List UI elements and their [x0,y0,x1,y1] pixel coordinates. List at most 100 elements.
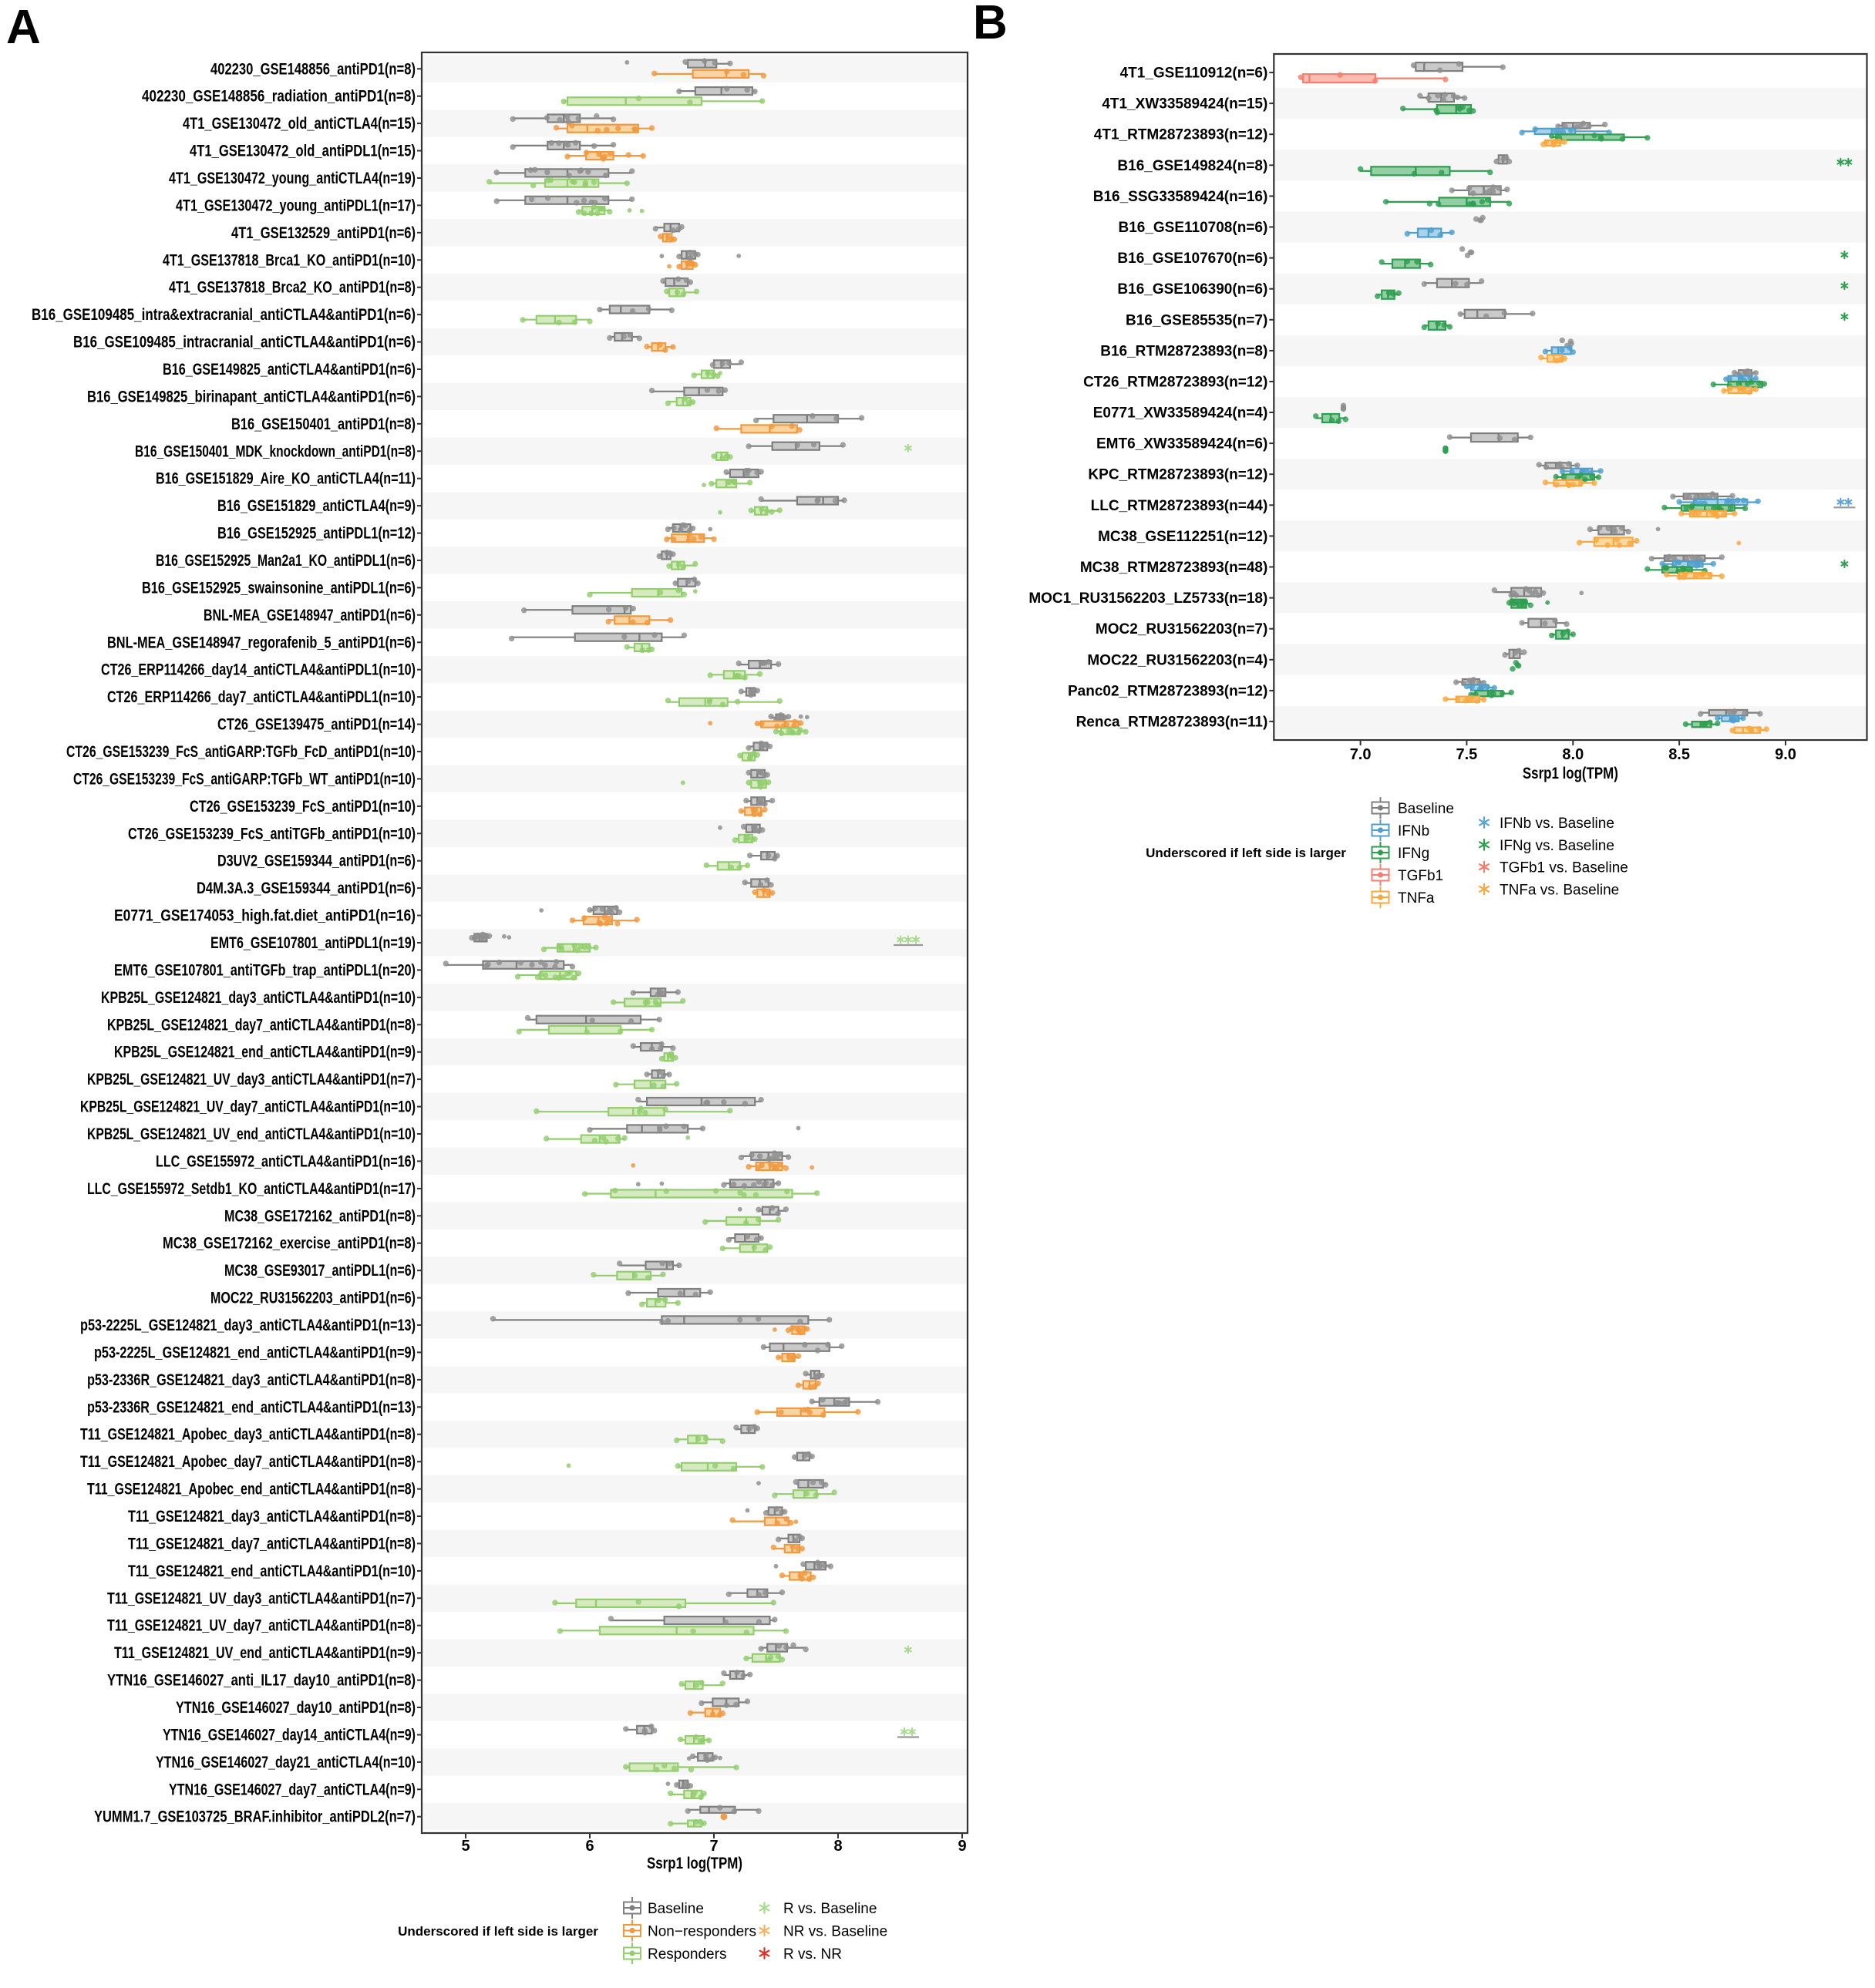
svg-text:LLC_GSE155972_antiCTLA4&antiPD: LLC_GSE155972_antiCTLA4&antiPD1(n=16) [156,1152,416,1170]
svg-text:Non−responders: Non−responders [648,1924,756,1940]
svg-text:MC38_GSE112251(n=12): MC38_GSE112251(n=12) [1098,529,1267,545]
svg-text:4T1_GSE130472_young_antiPDL1(n: 4T1_GSE130472_young_antiPDL1(n=17) [176,197,416,214]
svg-text:CT26_RTM28723893(n=12): CT26_RTM28723893(n=12) [1083,375,1267,391]
svg-text:B16_GSE106390(n=6): B16_GSE106390(n=6) [1117,281,1267,298]
svg-text:MOC22_RU31562203(n=4): MOC22_RU31562203(n=4) [1087,652,1267,668]
svg-text:9.0: 9.0 [1775,746,1796,763]
svg-text:BNL-MEA_GSE148947_antiPD1(n=6): BNL-MEA_GSE148947_antiPD1(n=6) [204,607,416,624]
svg-text:B16_GSE109485_intra&extracrani: B16_GSE109485_intra&extracranial_antiCTL… [32,306,416,324]
svg-text:A: A [6,1,41,54]
svg-text:TNFa vs. Baseline: TNFa vs. Baseline [1500,882,1619,898]
svg-text:CT26_GSE153239_FcS_antiGARP:TG: CT26_GSE153239_FcS_antiGARP:TGFb_FcD_ant… [66,743,416,761]
svg-text:KPB25L_GSE124821_UV_day7_antiC: KPB25L_GSE124821_UV_day7_antiCTLA4&antiP… [80,1098,416,1116]
svg-text:Renca_RTM28723893(n=11): Renca_RTM28723893(n=11) [1076,714,1268,730]
svg-text:MC38_RTM28723893(n=48): MC38_RTM28723893(n=48) [1080,560,1267,576]
svg-text:E0771_GSE174053_high.fat.diet_: E0771_GSE174053_high.fat.diet_antiPD1(n=… [114,907,416,925]
svg-text:D3UV2_GSE159344_antiPD1(n=6): D3UV2_GSE159344_antiPD1(n=6) [217,853,416,870]
svg-text:4T1_GSE110912(n=6): 4T1_GSE110912(n=6) [1120,66,1268,82]
svg-text:IFNb: IFNb [1398,823,1429,839]
svg-text:B16_GSE149825_birinapant_antiC: B16_GSE149825_birinapant_antiCTLA4&antiP… [87,388,416,405]
svg-text:T11_GSE124821_Apobec_day7_anti: T11_GSE124821_Apobec_day7_antiCTLA4&anti… [80,1453,416,1471]
svg-text:Baseline: Baseline [648,1901,704,1917]
svg-text:YTN16_GSE146027_day14_antiCTLA: YTN16_GSE146027_day14_antiCTLA4(n=9) [163,1727,416,1744]
svg-text:T11_GSE124821_UV_day7_antiCTLA: T11_GSE124821_UV_day7_antiCTLA4&antiPD1(… [107,1617,416,1635]
svg-text:KPC_RTM28723893(n=12): KPC_RTM28723893(n=12) [1088,467,1267,483]
svg-text:p53-2225L_GSE124821_day3_antiC: p53-2225L_GSE124821_day3_antiCTLA4&antiP… [80,1317,416,1334]
svg-text:T11_GSE124821_UV_end_antiCTLA4: T11_GSE124821_UV_end_antiCTLA4&antiPD1(n… [114,1644,416,1662]
svg-text:Panc02_RTM28723893(n=12): Panc02_RTM28723893(n=12) [1068,683,1267,699]
svg-text:B16_GSE85535(n=7): B16_GSE85535(n=7) [1126,312,1267,328]
svg-text:p53-2336R_GSE124821_end_antiCT: p53-2336R_GSE124821_end_antiCTLA4&antiPD… [87,1398,416,1416]
svg-text:8.0: 8.0 [1562,746,1584,763]
svg-text:KPB25L_GSE124821_day7_antiCTLA: KPB25L_GSE124821_day7_antiCTLA4&antiPD1(… [107,1016,416,1034]
svg-text:5: 5 [461,1838,470,1855]
svg-text:CT26_GSE153239_FcS_antiTGFb_an: CT26_GSE153239_FcS_antiTGFb_antiPD1(n=10… [128,825,416,843]
svg-text:LLC_GSE155972_Setdb1_KO_antiCT: LLC_GSE155972_Setdb1_KO_antiCTLA4&antiPD… [87,1180,416,1198]
svg-text:4T1_XW33589424(n=15): 4T1_XW33589424(n=15) [1102,96,1267,113]
svg-text:KPB25L_GSE124821_day3_antiCTLA: KPB25L_GSE124821_day3_antiCTLA4&antiPD1(… [101,989,416,1007]
svg-text:MOC22_RU31562203_antiPD1(n=6): MOC22_RU31562203_antiPD1(n=6) [210,1290,416,1307]
svg-text:4T1_RTM28723893(n=12): 4T1_RTM28723893(n=12) [1094,127,1268,143]
svg-text:B16_GSE107670(n=6): B16_GSE107670(n=6) [1117,251,1267,267]
svg-text:T11_GSE124821_day3_antiCTLA4&a: T11_GSE124821_day3_antiCTLA4&antiPD1(n=8… [128,1508,416,1525]
svg-text:T11_GSE124821_Apobec_day3_anti: T11_GSE124821_Apobec_day3_antiCTLA4&anti… [80,1426,416,1444]
svg-text:Underscored if left side is la: Underscored if left side is larger [1146,846,1346,860]
svg-text:TGFb1: TGFb1 [1398,868,1443,884]
svg-text:MOC2_RU31562203(n=7): MOC2_RU31562203(n=7) [1096,621,1267,637]
svg-text:p53-2225L_GSE124821_end_antiCT: p53-2225L_GSE124821_end_antiCTLA4&antiPD… [94,1344,416,1361]
svg-text:T11_GSE124821_UV_day3_antiCTLA: T11_GSE124821_UV_day3_antiCTLA4&antiPD1(… [107,1589,416,1607]
svg-text:EMT6_XW33589424(n=6): EMT6_XW33589424(n=6) [1096,436,1267,452]
svg-text:YTN16_GSE146027_day21_antiCTLA: YTN16_GSE146027_day21_antiCTLA4(n=10) [156,1754,416,1771]
svg-text:4T1_GSE137818_Brca2_KO_antiPD1: 4T1_GSE137818_Brca2_KO_antiPD1(n=8) [169,279,416,297]
svg-text:E0771_XW33589424(n=4): E0771_XW33589424(n=4) [1093,405,1268,422]
svg-text:CT26_ERP114266_day14_antiCTLA4: CT26_ERP114266_day14_antiCTLA4&antiPDL1(… [101,661,416,679]
svg-text:4T1_GSE132529_antiPD1(n=6): 4T1_GSE132529_antiPD1(n=6) [231,224,416,242]
svg-text:R vs. NR: R vs. NR [783,1946,842,1963]
svg-text:p53-2336R_GSE124821_day3_antiC: p53-2336R_GSE124821_day3_antiCTLA4&antiP… [87,1371,416,1389]
svg-text:B16_GSE149825_antiCTLA4&antiPD: B16_GSE149825_antiCTLA4&antiPD1(n=6) [163,361,416,378]
svg-text:BNL-MEA_GSE148947_regorafenib_: BNL-MEA_GSE148947_regorafenib_5_antiPD1(… [107,634,416,651]
svg-text:7: 7 [709,1838,718,1855]
svg-text:B16_GSE150401_antiPD1(n=8): B16_GSE150401_antiPD1(n=8) [231,415,416,433]
svg-text:402230_GSE148856_radiation_ant: 402230_GSE148856_radiation_antiPD1(n=8) [142,88,416,106]
svg-text:B16_GSE110708(n=6): B16_GSE110708(n=6) [1118,220,1267,236]
svg-text:CT26_ERP114266_day7_antiCTLA4&: CT26_ERP114266_day7_antiCTLA4&antiPDL1(n… [107,688,416,706]
svg-text:CT26_GSE153239_FcS_antiPD1(n=1: CT26_GSE153239_FcS_antiPD1(n=10) [190,798,416,816]
svg-text:B16_SSG33589424(n=16): B16_SSG33589424(n=16) [1093,189,1268,205]
svg-text:IFNg vs. Baseline: IFNg vs. Baseline [1500,838,1614,854]
svg-text:KPB25L_GSE124821_UV_day3_antiC: KPB25L_GSE124821_UV_day3_antiCTLA4&antiP… [87,1071,416,1088]
svg-text:Responders: Responders [648,1946,726,1963]
svg-text:D4M.3A.3_GSE159344_antiPD1(n=6: D4M.3A.3_GSE159344_antiPD1(n=6) [197,880,416,897]
svg-text:7.0: 7.0 [1350,746,1372,763]
svg-text:4T1_GSE130472_old_antiCTLA4(n=: 4T1_GSE130472_old_antiCTLA4(n=15) [183,115,416,133]
svg-text:EMT6_GSE107801_antiPDL1(n=19): EMT6_GSE107801_antiPDL1(n=19) [210,934,416,952]
svg-text:B16_GSE151829_antiCTLA4(n=9): B16_GSE151829_antiCTLA4(n=9) [217,497,416,515]
svg-text:8.5: 8.5 [1668,746,1690,763]
svg-text:KPB25L_GSE124821_end_antiCTLA4: KPB25L_GSE124821_end_antiCTLA4&antiPD1(n… [114,1044,416,1061]
svg-text:B16_GSE151829_Aire_KO_antiCTLA: B16_GSE151829_Aire_KO_antiCTLA4(n=11) [156,470,416,488]
svg-text:Underscored if left side is la: Underscored if left side is larger [398,1924,598,1939]
svg-text:EMT6_GSE107801_antiTGFb_trap_a: EMT6_GSE107801_antiTGFb_trap_antiPDL1(n=… [114,961,416,979]
svg-text:Ssrp1 log(TPM): Ssrp1 log(TPM) [647,1855,742,1872]
svg-text:TGFb1 vs. Baseline: TGFb1 vs. Baseline [1500,860,1628,876]
svg-text:YTN16_GSE146027_day7_antiCTLA4: YTN16_GSE146027_day7_antiCTLA4(n=9) [169,1781,416,1798]
svg-text:B16_GSE152925_antiPDL1(n=12): B16_GSE152925_antiPDL1(n=12) [217,525,416,543]
svg-text:B16_GSE150401_MDK_knockdown_an: B16_GSE150401_MDK_knockdown_antiPD1(n=8) [135,442,416,460]
svg-text:CT26_GSE153239_FcS_antiGARP:TG: CT26_GSE153239_FcS_antiGARP:TGFb_WT_anti… [73,770,416,788]
svg-text:IFNg: IFNg [1398,846,1429,862]
svg-text:IFNb vs. Baseline: IFNb vs. Baseline [1500,816,1614,832]
svg-text:B: B [973,0,1008,49]
svg-text:CT26_GSE139475_antiPD1(n=14): CT26_GSE139475_antiPD1(n=14) [217,716,416,734]
svg-text:KPB25L_GSE124821_UV_end_antiCT: KPB25L_GSE124821_UV_end_antiCTLA4&antiPD… [87,1125,416,1143]
svg-text:B16_GSE149824(n=8): B16_GSE149824(n=8) [1117,158,1267,174]
svg-text:T11_GSE124821_Apobec_end_antiC: T11_GSE124821_Apobec_end_antiCTLA4&antiP… [87,1481,416,1499]
svg-text:402230_GSE148856_antiPD1(n=8): 402230_GSE148856_antiPD1(n=8) [210,60,416,78]
svg-text:T11_GSE124821_end_antiCTLA4&an: T11_GSE124821_end_antiCTLA4&antiPD1(n=10… [128,1562,416,1580]
svg-text:B16_GSE109485_intracranial_ant: B16_GSE109485_intracranial_antiCTLA4&ant… [73,334,416,352]
svg-text:9: 9 [958,1838,966,1855]
svg-text:8: 8 [833,1838,842,1855]
svg-text:MC38_GSE172162_exercise_antiPD: MC38_GSE172162_exercise_antiPD1(n=8) [163,1235,416,1253]
svg-text:4T1_GSE137818_Brca1_KO_antiPD1: 4T1_GSE137818_Brca1_KO_antiPD1(n=10) [163,251,416,269]
svg-text:B16_GSE152925_Man2a1_KO_antiPD: B16_GSE152925_Man2a1_KO_antiPDL1(n=6) [156,552,416,570]
svg-text:MC38_GSE172162_antiPD1(n=8): MC38_GSE172162_antiPD1(n=8) [224,1207,416,1225]
